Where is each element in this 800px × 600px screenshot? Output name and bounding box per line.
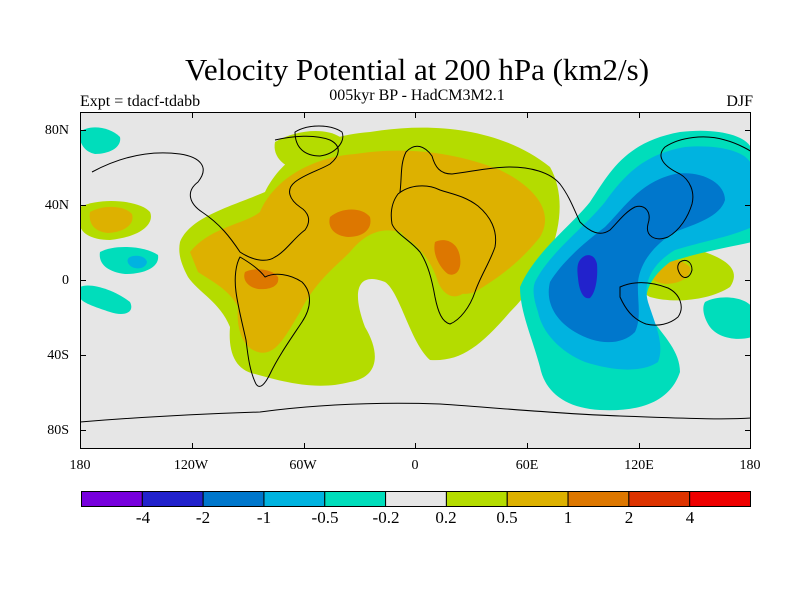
contour-cyan-westpacific xyxy=(127,255,147,269)
colorbar-swatch xyxy=(506,491,569,507)
lat-label-40n: 40N xyxy=(44,198,69,213)
colorbar-label-0-2: 0.2 xyxy=(435,508,457,527)
colorbar-label-minus-0-5: -0.5 xyxy=(311,508,339,527)
colorbar-swatch xyxy=(567,491,630,507)
lon-label-60w: 60W xyxy=(289,458,317,473)
colorbar-swatch xyxy=(81,491,143,507)
colorbar-swatch xyxy=(141,491,204,507)
lon-label-120e: 120E xyxy=(624,458,654,473)
contour-darkorange-sahara xyxy=(434,240,461,275)
lat-label-80s: 80S xyxy=(47,423,69,438)
contour-darkblue-bayofbengal xyxy=(577,255,598,299)
contour-teal-arctic xyxy=(80,127,121,154)
colorbar-label-minus-0-2: -0.2 xyxy=(372,508,400,527)
contour-darkorange-atlantic xyxy=(329,209,371,237)
colorbar-label-4: 4 xyxy=(685,508,695,527)
map-title: Velocity Potential at 200 hPa (km2/s) xyxy=(184,52,650,87)
lon-label-180w: 180 xyxy=(69,458,91,473)
coastlines xyxy=(80,125,751,423)
colorbar xyxy=(81,491,751,507)
colorbar-swatch xyxy=(324,491,387,507)
lon-label-0: 0 xyxy=(411,458,419,473)
colorbar-swatch xyxy=(263,491,326,507)
contour-blue-indopacific xyxy=(548,173,725,343)
colorbar-swatch xyxy=(385,491,447,507)
colorbar-label-minus-4: -4 xyxy=(135,508,151,527)
velocity-potential-map xyxy=(80,112,751,449)
colorbar-swatch xyxy=(202,491,265,507)
colorbar-label-minus-2: -2 xyxy=(195,508,211,527)
contour-orange-pacific xyxy=(89,206,133,233)
lat-label-80n: 80N xyxy=(44,123,69,138)
colorbar-swatch xyxy=(689,491,751,507)
lon-label-120w: 120W xyxy=(173,458,209,473)
contour-teal-eastpacific xyxy=(703,297,751,339)
colorbar-label-minus-1: -1 xyxy=(256,508,272,527)
colorbar-label-0-5: 0.5 xyxy=(496,508,518,527)
contour-darkorange-southamerica xyxy=(244,269,279,290)
colorbar-swatch xyxy=(445,491,508,507)
map-subtitle: 005kyr BP - HadCM3M2.1 xyxy=(329,87,505,104)
colorbar-label-2: 2 xyxy=(624,508,634,527)
contour-teal-southpacific xyxy=(80,285,132,314)
colorbar-swatch xyxy=(628,491,691,507)
lat-label-0: 0 xyxy=(62,273,69,288)
map-ticks xyxy=(80,112,751,449)
lat-label-40s: 40S xyxy=(47,348,69,363)
experiment-label: Expt = tdacf-tdabb xyxy=(80,93,201,110)
lon-label-180e: 180 xyxy=(739,458,761,473)
lon-label-60e: 60E xyxy=(515,458,539,473)
colorbar-label-1: 1 xyxy=(563,508,573,527)
season-label: DJF xyxy=(726,93,753,110)
